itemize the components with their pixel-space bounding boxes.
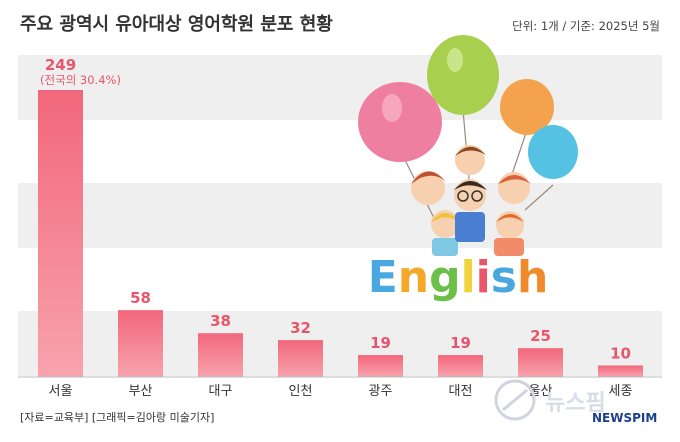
category-label-8: 세종: [609, 384, 633, 399]
english-letter: E: [368, 252, 398, 303]
grid-band: [18, 183, 662, 248]
watermark-name-en: NEWSPIM: [592, 411, 657, 425]
english-word-art: English: [366, 251, 550, 305]
category-label-4: 인천: [289, 384, 313, 399]
bar-8: [598, 365, 643, 377]
watermark-name-kr: 뉴스핌: [545, 391, 606, 416]
grid-band: [18, 55, 662, 120]
unit-note: 단위: 1개 / 기준: 2025년 5월: [512, 19, 660, 33]
bar-7: [518, 348, 563, 377]
value-label-3: 38: [210, 312, 231, 330]
grid-band: [18, 311, 662, 376]
category-label-1: 서울: [49, 384, 73, 399]
chart-title: 주요 광역시 유아대상 영어학원 분포 현황: [20, 13, 333, 35]
bar-5: [358, 355, 403, 377]
value-label-7: 25: [530, 327, 551, 345]
category-label-6: 대전: [449, 384, 473, 399]
bar-2: [118, 310, 163, 377]
bar-1: [38, 90, 83, 377]
category-label-2: 부산: [129, 384, 153, 399]
value-label-5: 19: [370, 334, 391, 352]
english-letter: h: [517, 252, 548, 303]
pink-balloon: [358, 82, 442, 162]
green-balloon: [427, 35, 499, 115]
newspim-logo-icon: [494, 379, 536, 421]
share-annotation: (전국의 30.4%): [40, 73, 121, 87]
value-labels: 249 58 38 32 19 19 25 10: [45, 56, 631, 362]
value-label-1: 249: [45, 56, 76, 74]
english-letter: s: [491, 252, 517, 303]
blue-balloon: [528, 125, 578, 179]
children-with-balloons-illustration: [358, 35, 578, 256]
english-letter: i: [476, 252, 491, 303]
bar-series: [38, 90, 643, 377]
english-text: English: [368, 252, 549, 303]
grid-bands: [18, 55, 662, 376]
value-label-8: 10: [610, 344, 631, 362]
source-note: [자료=교육부] [그래픽=김아랑 미술기자]: [20, 411, 214, 424]
value-label-2: 58: [130, 289, 151, 307]
value-label-6: 19: [450, 334, 471, 352]
english-letter: l: [461, 252, 476, 303]
category-label-3: 대구: [209, 384, 233, 399]
value-label-4: 32: [290, 319, 311, 337]
english-letter: g: [429, 252, 461, 303]
orange-balloon: [500, 79, 554, 135]
bar-6: [438, 355, 483, 377]
category-labels: 서울 부산 대구 인천 광주 대전 울산 세종: [49, 384, 633, 399]
english-letter: n: [398, 252, 429, 303]
category-label-5: 광주: [369, 384, 393, 399]
newspim-watermark: 뉴스핌 NEWSPIM: [494, 379, 657, 425]
bar-4: [278, 340, 323, 377]
bar-3: [198, 333, 243, 377]
